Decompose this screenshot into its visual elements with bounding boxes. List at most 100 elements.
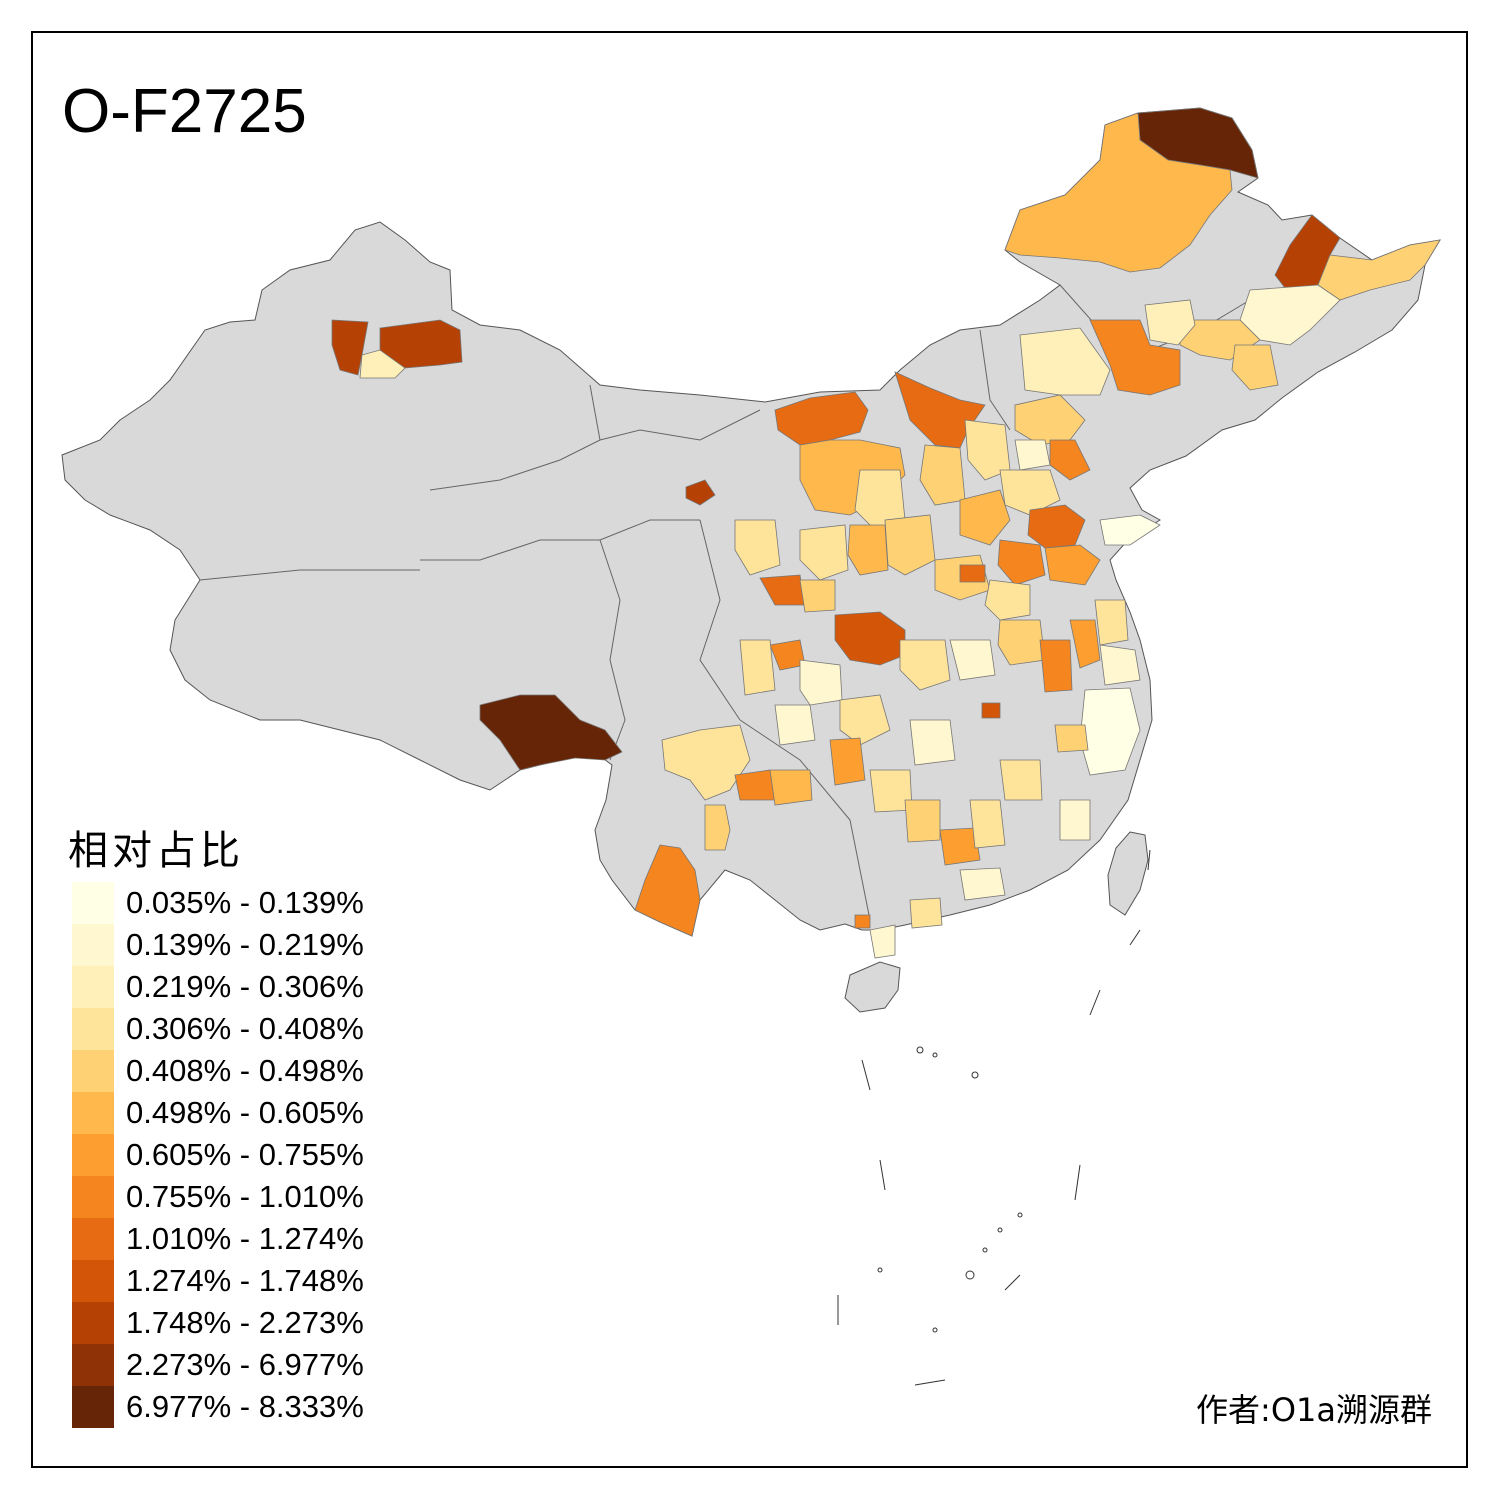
legend-label: 2.273% - 6.977% — [126, 1347, 364, 1382]
legend-swatch — [72, 1302, 114, 1344]
region-sichuan-b — [799, 659, 843, 706]
legend-item: 2.273% - 6.977% — [72, 1344, 364, 1386]
region-hubei-b — [949, 639, 996, 681]
region-shandong-c — [1044, 544, 1101, 586]
region-shaanxi-d — [799, 524, 849, 581]
region-hebei-b — [1049, 439, 1091, 481]
region-shanxi-c — [959, 489, 1011, 546]
legend-label: 0.035% - 0.139% — [126, 885, 364, 920]
legend-swatch — [72, 1134, 114, 1176]
region-jiangxi-a — [1054, 724, 1089, 753]
legend-label: 0.219% - 0.306% — [126, 969, 364, 1004]
region-xj-tacheng — [331, 319, 369, 376]
region-im-chifeng — [1089, 319, 1181, 396]
legend-swatch — [72, 1344, 114, 1386]
legend-item: 0.408% - 0.498% — [72, 1050, 364, 1092]
region-jiangxi-b — [999, 759, 1043, 801]
legend-title: 相对占比 — [68, 828, 244, 874]
region-anhui-b — [1069, 619, 1101, 669]
region-im-alxa — [774, 391, 869, 446]
legend-label: 0.306% - 0.408% — [126, 1011, 364, 1046]
region-tibet-shannan — [479, 694, 623, 771]
region-im-tongliao — [1019, 327, 1111, 396]
region-henan-d — [997, 619, 1046, 666]
region-sichuan-a — [739, 639, 776, 696]
legend-label: 0.408% - 0.498% — [126, 1053, 364, 1088]
map-frame — [31, 31, 1468, 1468]
legend-item: 0.219% - 0.306% — [72, 966, 364, 1008]
region-sichuan-west — [661, 724, 751, 801]
region-guangdong-e — [909, 897, 943, 929]
legend-label: 6.977% - 8.333% — [126, 1389, 364, 1424]
region-guangxi-dot — [854, 914, 871, 929]
map-title: O-F2725 — [62, 77, 307, 146]
region-henan-b — [959, 564, 986, 583]
legend-label: 0.755% - 1.010% — [126, 1179, 364, 1214]
region-jilin-c — [1231, 344, 1279, 391]
region-yunnan-mid — [704, 804, 731, 851]
region-guangdong-c — [959, 867, 1006, 901]
region-hulunbuir — [1004, 112, 1233, 273]
region-shaanxi-hanzhong — [834, 611, 906, 666]
legend-item: 0.605% - 0.755% — [72, 1134, 364, 1176]
region-fujian — [1059, 799, 1091, 841]
region-shaanxi-b — [847, 524, 889, 576]
region-hunan-a — [829, 737, 866, 786]
region-chongqing — [839, 694, 891, 746]
region-yunnan-xishuangbanna — [634, 844, 701, 937]
legend-swatch — [72, 1008, 114, 1050]
legend-label: 1.274% - 1.748% — [126, 1263, 364, 1298]
legend-swatch — [72, 1092, 114, 1134]
legend-swatch — [72, 1386, 114, 1428]
legend-swatch — [72, 1218, 114, 1260]
region-guangdong-a — [939, 827, 981, 866]
region-shandong-b — [997, 539, 1046, 586]
taiwan-island — [1107, 831, 1149, 916]
region-jilin-d — [1144, 299, 1196, 346]
legend-swatch — [72, 1260, 114, 1302]
legend-label: 1.748% - 2.273% — [126, 1305, 364, 1340]
hainan-island — [844, 961, 901, 1013]
region-anhui-a — [1039, 639, 1073, 693]
region-gansu-e1 — [734, 519, 781, 576]
region-shandong-east — [1099, 514, 1161, 546]
region-henan-c — [984, 579, 1031, 621]
region-gansu-e3 — [799, 579, 836, 613]
south-china-sea-islands — [837, 849, 1151, 1386]
legend-label: 0.605% - 0.755% — [126, 1137, 364, 1172]
region-sichuan-c — [774, 704, 816, 746]
legend-item: 1.010% - 1.274% — [72, 1218, 364, 1260]
legend-item: 0.755% - 1.010% — [72, 1176, 364, 1218]
region-xj-karamay — [359, 349, 406, 379]
region-hunan-d — [909, 719, 956, 766]
legend-label: 0.139% - 0.219% — [126, 927, 364, 962]
legend-swatch — [72, 966, 114, 1008]
region-shanxi-b — [919, 444, 966, 506]
region-jiangsu-a — [1094, 599, 1129, 646]
legend-item: 6.977% - 8.333% — [72, 1386, 364, 1428]
legend-swatch — [72, 882, 114, 924]
region-beijing — [1014, 439, 1051, 471]
region-shanxi-a — [964, 419, 1011, 481]
legend: 0.035% - 0.139% 0.139% - 0.219% 0.219% - 0… — [72, 882, 364, 1428]
legend-label: 0.498% - 0.605% — [126, 1095, 364, 1130]
region-guangdong-b — [969, 799, 1006, 849]
legend-item: 0.139% - 0.219% — [72, 924, 364, 966]
legend-item: 0.035% - 0.139% — [72, 882, 364, 924]
legend-item: 1.274% - 1.748% — [72, 1260, 364, 1302]
region-guizhou-b — [769, 769, 813, 806]
region-hunan-c — [904, 799, 941, 843]
legend-swatch — [72, 1176, 114, 1218]
region-hubei-c — [981, 702, 1001, 719]
region-guangdong-d — [869, 924, 896, 959]
legend-item: 1.748% - 2.273% — [72, 1302, 364, 1344]
region-hubei-a — [899, 639, 951, 691]
colored-regions — [331, 107, 1441, 959]
legend-item: 0.498% - 0.605% — [72, 1092, 364, 1134]
region-guizhou-a — [734, 769, 776, 801]
region-jiangsu-b — [1099, 644, 1141, 686]
legend-item: 0.306% - 0.408% — [72, 1008, 364, 1050]
legend-swatch — [72, 924, 114, 966]
region-qinghai-dot — [685, 479, 716, 506]
